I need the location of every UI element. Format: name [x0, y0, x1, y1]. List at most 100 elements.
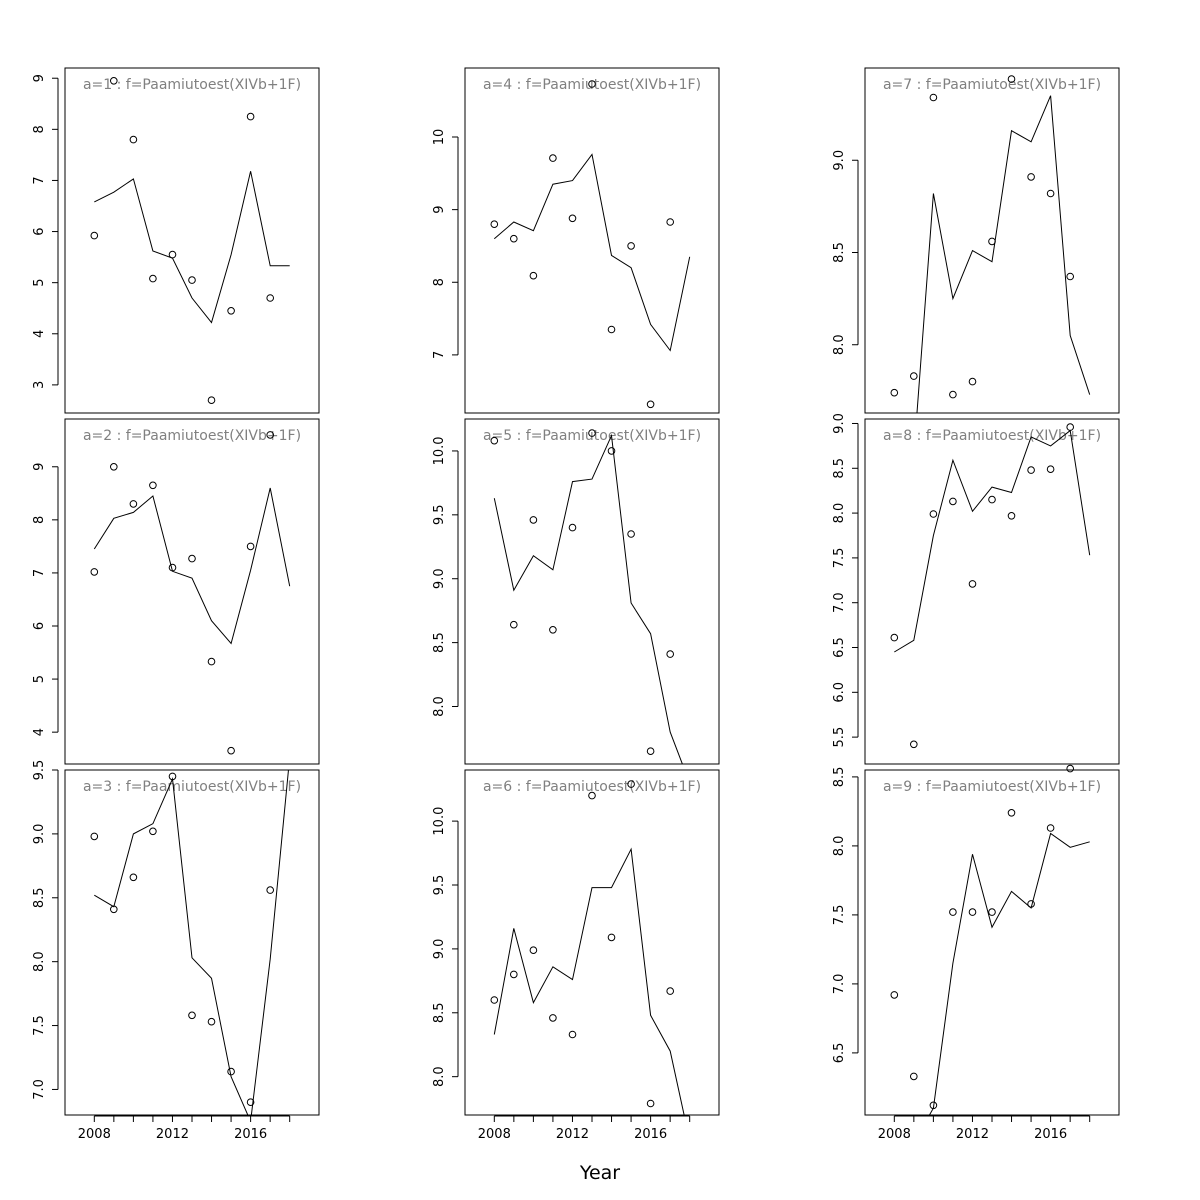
y-tick-label: 6.5: [832, 1043, 847, 1064]
x-tick-label: 2008: [878, 1127, 911, 1142]
observed-point: [627, 242, 635, 250]
y-tick-label: 9.0: [832, 150, 847, 171]
y-tick-label: 10.0: [432, 436, 447, 465]
plot-frame: [464, 769, 720, 1116]
y-tick-label: 9.5: [432, 875, 447, 896]
x-tick-label: 2016: [1034, 1127, 1067, 1142]
fitted-line: [916, 95, 1091, 413]
plot-frame: [464, 418, 720, 765]
fitted-line: [94, 770, 289, 1115]
observed-point: [207, 657, 216, 666]
y-tick-label: 8.0: [832, 503, 847, 524]
fitted-line: [493, 847, 685, 1115]
y-tick-label: 9.0: [32, 824, 47, 845]
plot-frame: [864, 418, 1120, 765]
y-tick-label: 7.0: [832, 592, 847, 613]
observed-point: [529, 516, 538, 524]
observed-point: [246, 112, 255, 121]
y-tick-label: 7: [32, 569, 47, 577]
observed-point: [246, 1098, 255, 1106]
panel-title: a=2 : f=Paamiutoest(XIVb+1F): [83, 428, 301, 444]
observed-point: [110, 905, 118, 914]
panel-title: a=6 : f=Paamiutoest(XIVb+1F): [483, 779, 701, 795]
observed-point: [988, 495, 996, 504]
y-tick-label: 10: [432, 129, 447, 146]
observed-point: [490, 436, 499, 445]
y-tick-label: 7.0: [832, 974, 847, 995]
panel-8: 8.0 8.5 9.0 9.5 10.0 a=6 : f=Paamiutoest(XIVb…: [432, 769, 720, 1142]
observed-point: [207, 396, 216, 405]
observed-point: [666, 218, 675, 226]
y-tick-label: 9.0: [832, 413, 847, 434]
observed-point: [529, 271, 538, 280]
observed-point: [227, 307, 235, 315]
observed-point: [168, 563, 177, 572]
observed-point: [968, 908, 977, 916]
observed-point: [549, 626, 557, 634]
x-tick-label: 2012: [556, 1127, 589, 1142]
observed-point: [188, 276, 196, 284]
panel-title: a=4 : f=Paamiutoest(XIVb+1F): [483, 77, 701, 93]
panel-title: a=9 : f=Paamiutoest(XIVb+1F): [883, 779, 1101, 795]
y-tick-label: 8.5: [832, 242, 847, 263]
plot-frame: [864, 67, 1120, 414]
y-tick-label: 8.0: [832, 334, 847, 355]
plot-frame: [64, 418, 320, 765]
observed-point: [549, 1014, 557, 1022]
observed-point: [910, 740, 918, 749]
panel-3: 8.0 8.5 9.0 a=7 : f=Paamiutoest(XIVb+1F): [832, 67, 1120, 414]
observed-point: [90, 568, 99, 576]
observed-point: [1066, 272, 1074, 281]
observed-point: [149, 481, 157, 490]
observed-point: [988, 908, 996, 916]
observed-point: [949, 908, 957, 916]
y-tick-label: 10.0: [432, 807, 447, 836]
x-tick-label: 2008: [78, 1127, 111, 1142]
observed-point: [529, 946, 538, 955]
panel-grid: 3 4 5 6 7 8 9 a=1 : f=Paamiutoest(XIVb+1F) 7 8 9 10…: [32, 67, 1120, 1142]
observed-point: [490, 220, 499, 228]
x-tick-label: 2012: [956, 1127, 989, 1142]
panel-title: a=1 : f=Paamiutoest(XIVb+1F): [83, 77, 301, 93]
observed-point: [129, 873, 138, 882]
y-tick-label: 9: [432, 205, 447, 213]
x-tick-label: 2008: [478, 1127, 511, 1142]
plot-frame: [64, 769, 320, 1116]
observed-point: [510, 620, 518, 629]
y-tick-label: 5: [32, 279, 47, 287]
panel-title: a=8 : f=Paamiutoest(XIVb+1F): [883, 428, 1101, 444]
observed-point: [568, 523, 577, 532]
panel-9: 6.5 7.0 7.5 8.0 8.5 a=9 : f=Paamiutoest(XIVb+…: [832, 764, 1120, 1142]
y-tick-label: 8.5: [32, 887, 47, 908]
observed-point: [666, 650, 675, 658]
y-tick-label: 7: [32, 176, 47, 184]
panel-7: 7.0 7.5 8.0 8.5 9.0 9.5 a=3 : f=Paamiutoest(XI…: [32, 760, 320, 1142]
observed-point: [646, 747, 655, 756]
y-tick-label: 8.5: [432, 1002, 447, 1023]
observed-point: [168, 772, 177, 781]
observed-point: [910, 372, 918, 380]
observed-point: [627, 530, 635, 538]
y-tick-label: 6: [32, 622, 47, 630]
observed-point: [646, 1099, 655, 1108]
observed-point: [666, 987, 675, 995]
observed-point: [168, 250, 177, 259]
observed-point: [968, 377, 977, 386]
y-tick-label: 8.0: [432, 696, 447, 717]
y-tick-label: 9.0: [432, 568, 447, 589]
y-tick-label: 8: [32, 516, 47, 524]
observed-point: [627, 780, 635, 788]
panel-title: a=3 : f=Paamiutoest(XIVb+1F): [83, 779, 301, 795]
panel-4: 4 5 6 7 8 9 a=2 : f=Paamiutoest(XIVb+1F): [32, 418, 320, 765]
observed-point: [607, 447, 616, 455]
observed-point: [227, 746, 235, 755]
x-axis-label: Year: [579, 1162, 620, 1184]
observed-point: [1066, 423, 1074, 431]
observed-point: [227, 1067, 235, 1076]
fitted-line: [493, 433, 683, 764]
y-tick-label: 6: [32, 227, 47, 235]
observed-point: [929, 510, 938, 518]
observed-point: [1027, 900, 1035, 908]
observed-point: [129, 135, 138, 144]
panel-1: 3 4 5 6 7 8 9 a=1 : f=Paamiutoest(XIVb+1F): [32, 67, 320, 414]
